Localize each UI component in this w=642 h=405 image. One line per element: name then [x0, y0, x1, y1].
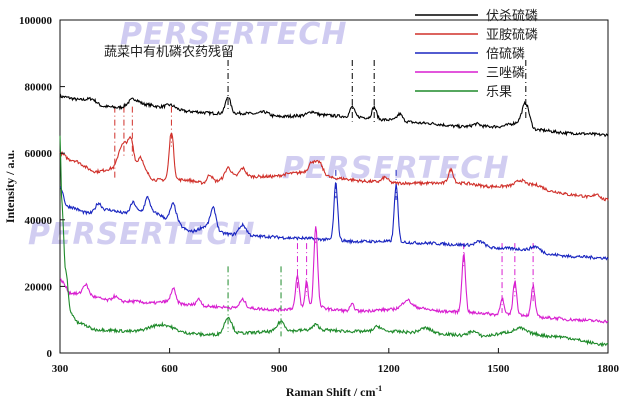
y-axis: 0 20000 40000 60000 80000 100000	[19, 15, 65, 360]
series-line-5	[59, 135, 609, 348]
y-tick-label: 80000	[25, 82, 53, 94]
x-axis-label-superscript: -1	[376, 384, 383, 393]
x-tick-label: 600	[161, 363, 178, 375]
legend-label: 倍硫磷	[486, 47, 525, 62]
annotation-label: 蔬菜中有机磷农药残留	[104, 45, 234, 60]
y-tick-label: 40000	[25, 215, 53, 227]
x-tick-label: 1200	[378, 363, 401, 375]
y-tick-label: 0	[47, 348, 53, 360]
series-layer	[59, 93, 609, 348]
series-line-3	[59, 181, 609, 261]
series-line-2	[59, 132, 609, 202]
x-tick-label: 900	[271, 363, 288, 375]
y-tick-label: 20000	[25, 281, 53, 293]
x-axis-label-text: Raman Shift / cm	[286, 385, 376, 399]
x-axis: 300 600 900 1200 1500 1800	[52, 348, 620, 375]
x-tick-label: 300	[52, 363, 69, 375]
x-tick-label: 1500	[487, 363, 510, 375]
series-line-4	[59, 226, 609, 324]
watermark-text: PERSERTECH	[282, 151, 510, 186]
y-tick-label: 60000	[25, 148, 53, 160]
x-axis-label: Raman Shift / cm-1	[286, 384, 382, 399]
plot-frame	[59, 19, 609, 354]
watermark-text: PERSERTECH	[120, 17, 348, 52]
watermark-layer: PERSERTECH PERSERTECH PERSERTECH	[28, 17, 510, 252]
legend-label: 亚胺硫磷	[486, 28, 538, 43]
y-tick-label: 100000	[19, 15, 53, 27]
y-axis-label: Intensity / a.u.	[3, 150, 17, 223]
x-tick-label: 1800	[597, 363, 620, 375]
peak-markers	[114, 59, 534, 337]
legend-label: 三唑磷	[486, 65, 525, 81]
series-line-1	[59, 93, 609, 138]
legend-label: 乐果	[486, 85, 512, 100]
watermark-text: PERSERTECH	[28, 217, 256, 252]
legend-label: 伏杀硫磷	[486, 9, 538, 24]
